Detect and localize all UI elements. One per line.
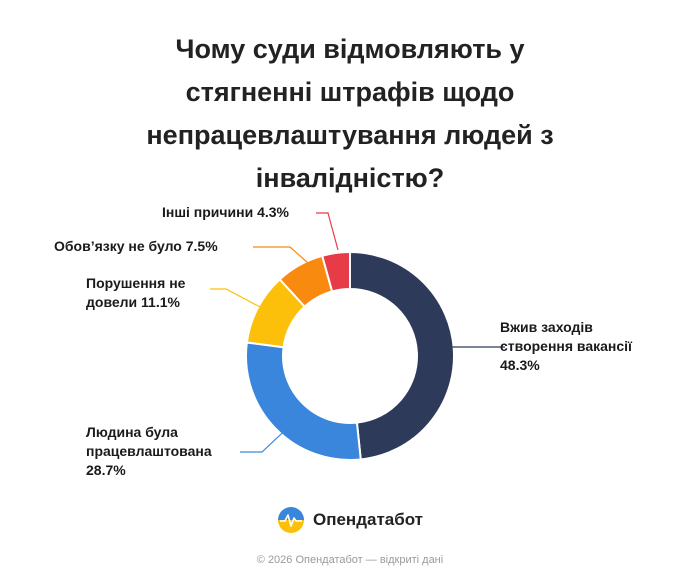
slice-label-line: Вжив заходів	[500, 319, 593, 335]
brand-name: Опендатабот	[312, 510, 424, 529]
footer-copyright: © 2026 Опендатабот — відкриті дані	[256, 554, 444, 566]
slice-label-line: створення вакансії	[500, 338, 633, 354]
slice-label-2: Людина була працевлаштована 28.7%	[86, 424, 212, 478]
donut-slice-1	[349, 250, 455, 461]
title-line-3: непрацевлаштування людей з	[146, 120, 554, 150]
title-line-2: стягненні штрафів щодо	[185, 77, 515, 107]
title-line-1: Чому суди відмовляють у	[175, 34, 525, 64]
leader-line-5	[316, 212, 339, 251]
chart-title: Чому суди відмовляють у стягненні штрафі…	[0, 28, 700, 200]
donut-slice-5	[320, 250, 351, 293]
donut-slice-2	[245, 341, 362, 461]
leader-line-2	[240, 419, 297, 453]
title-line-4: інвалідністю?	[255, 163, 445, 193]
slice-label-3: Порушення не довели 11.1%	[86, 275, 186, 310]
leader-line-4	[253, 246, 309, 264]
leader-line-3	[210, 288, 263, 309]
slice-label-1: Вжив заходів створення вакансії 48.3%	[500, 319, 633, 373]
slice-label-line: Інші причини 4.3%	[162, 204, 290, 220]
slice-label-line: Порушення не	[86, 275, 186, 291]
slice-label-line: довели 11.1%	[86, 294, 181, 310]
slice-label-5: Інші причини 4.3%	[162, 204, 290, 220]
slice-label-line: 28.7%	[86, 462, 126, 478]
slice-label-4: Обов’язку не було 7.5%	[54, 238, 218, 254]
slice-label-line: Обов’язку не було 7.5%	[54, 238, 218, 254]
slice-label-line: працевлаштована	[86, 443, 212, 459]
slice-label-line: 48.3%	[500, 357, 540, 373]
opendatabot-logo-icon	[277, 507, 304, 533]
slice-label-line: Людина була	[86, 424, 178, 440]
brand-logo: Опендатабот	[0, 506, 700, 534]
